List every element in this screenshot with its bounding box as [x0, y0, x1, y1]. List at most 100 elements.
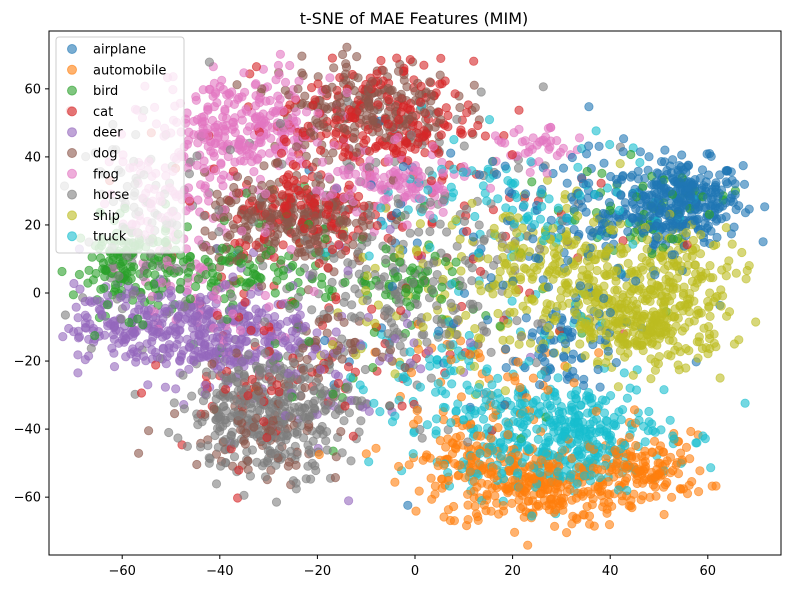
point-automobile	[603, 489, 613, 499]
point-ship	[510, 239, 520, 249]
point-automobile	[589, 521, 599, 531]
point-ship	[588, 217, 599, 227]
point-cat	[473, 120, 483, 131]
point-bird	[381, 244, 391, 254]
point-truck	[617, 404, 628, 415]
point-horse	[271, 497, 282, 507]
point-horse	[538, 82, 548, 92]
point-cat	[426, 176, 436, 186]
point-truck	[507, 296, 517, 306]
point-dog	[351, 147, 362, 157]
point-ship	[689, 296, 699, 306]
point-deer	[243, 311, 253, 321]
point-dog	[268, 416, 278, 426]
point-automobile	[393, 461, 404, 472]
point-airplane	[584, 178, 594, 188]
point-truck	[519, 200, 529, 210]
point-truck	[532, 424, 542, 434]
point-truck	[571, 385, 582, 396]
point-horse	[252, 457, 262, 467]
point-automobile	[666, 492, 677, 502]
point-ship	[601, 357, 611, 368]
point-deer	[272, 322, 283, 332]
point-dog	[232, 172, 243, 182]
point-ship	[638, 345, 648, 356]
point-truck	[619, 368, 629, 378]
point-automobile	[461, 520, 472, 531]
point-deer	[343, 266, 353, 276]
point-frog	[265, 148, 275, 158]
point-frog	[520, 136, 530, 146]
point-ship	[601, 248, 611, 258]
point-ship	[586, 251, 597, 262]
point-frog	[291, 107, 301, 117]
point-deer	[285, 344, 296, 354]
point-automobile	[543, 385, 553, 395]
point-automobile	[685, 454, 695, 464]
point-cat	[323, 262, 333, 273]
point-bird	[626, 149, 636, 160]
point-deer	[363, 312, 374, 322]
point-truck	[544, 194, 554, 204]
point-ship	[503, 288, 513, 299]
point-truck	[364, 251, 374, 261]
point-horse	[260, 317, 270, 327]
point-bird	[527, 177, 537, 187]
point-automobile	[462, 489, 473, 499]
point-frog	[264, 302, 274, 312]
point-truck	[431, 414, 442, 424]
point-ship	[563, 235, 573, 245]
point-deer	[330, 369, 341, 379]
point-frog	[184, 127, 194, 137]
point-horse	[390, 289, 401, 299]
point-truck	[431, 426, 441, 436]
point-ship	[721, 223, 731, 233]
point-deer	[160, 382, 170, 392]
point-horse	[445, 340, 455, 350]
point-truck	[614, 205, 625, 215]
point-bird	[108, 255, 118, 265]
point-ship	[681, 363, 691, 373]
point-truck	[740, 398, 750, 408]
point-truck	[512, 193, 522, 203]
point-horse	[512, 315, 522, 326]
point-ship	[673, 360, 683, 370]
point-cat	[302, 185, 312, 195]
point-frog	[425, 210, 435, 220]
point-horse	[173, 433, 183, 443]
point-horse	[291, 484, 301, 494]
point-frog	[249, 167, 259, 177]
point-ship	[514, 339, 524, 349]
point-frog	[393, 181, 403, 191]
point-cat	[331, 127, 341, 137]
point-bird	[57, 266, 67, 277]
point-bird	[248, 263, 259, 273]
point-ship	[505, 335, 515, 345]
point-automobile	[482, 479, 493, 489]
point-horse	[435, 219, 445, 229]
point-ship	[527, 274, 537, 284]
point-bird	[393, 272, 403, 282]
point-automobile	[681, 442, 692, 452]
point-horse	[187, 391, 197, 401]
point-automobile	[455, 431, 465, 441]
point-airplane	[584, 102, 594, 112]
point-ship	[659, 264, 670, 274]
point-truck	[574, 445, 584, 455]
point-horse	[321, 404, 331, 415]
point-frog	[301, 107, 312, 117]
point-ship	[628, 370, 638, 380]
point-truck	[644, 406, 654, 417]
point-frog	[265, 95, 275, 106]
point-frog	[260, 290, 270, 301]
point-frog	[438, 207, 448, 217]
point-truck	[564, 405, 575, 415]
point-automobile	[594, 348, 604, 358]
point-frog	[402, 220, 412, 230]
point-truck	[533, 408, 544, 418]
point-truck	[665, 415, 675, 425]
point-airplane	[650, 270, 660, 280]
point-airplane	[593, 364, 603, 375]
point-truck	[700, 433, 710, 444]
point-ship	[362, 271, 372, 281]
